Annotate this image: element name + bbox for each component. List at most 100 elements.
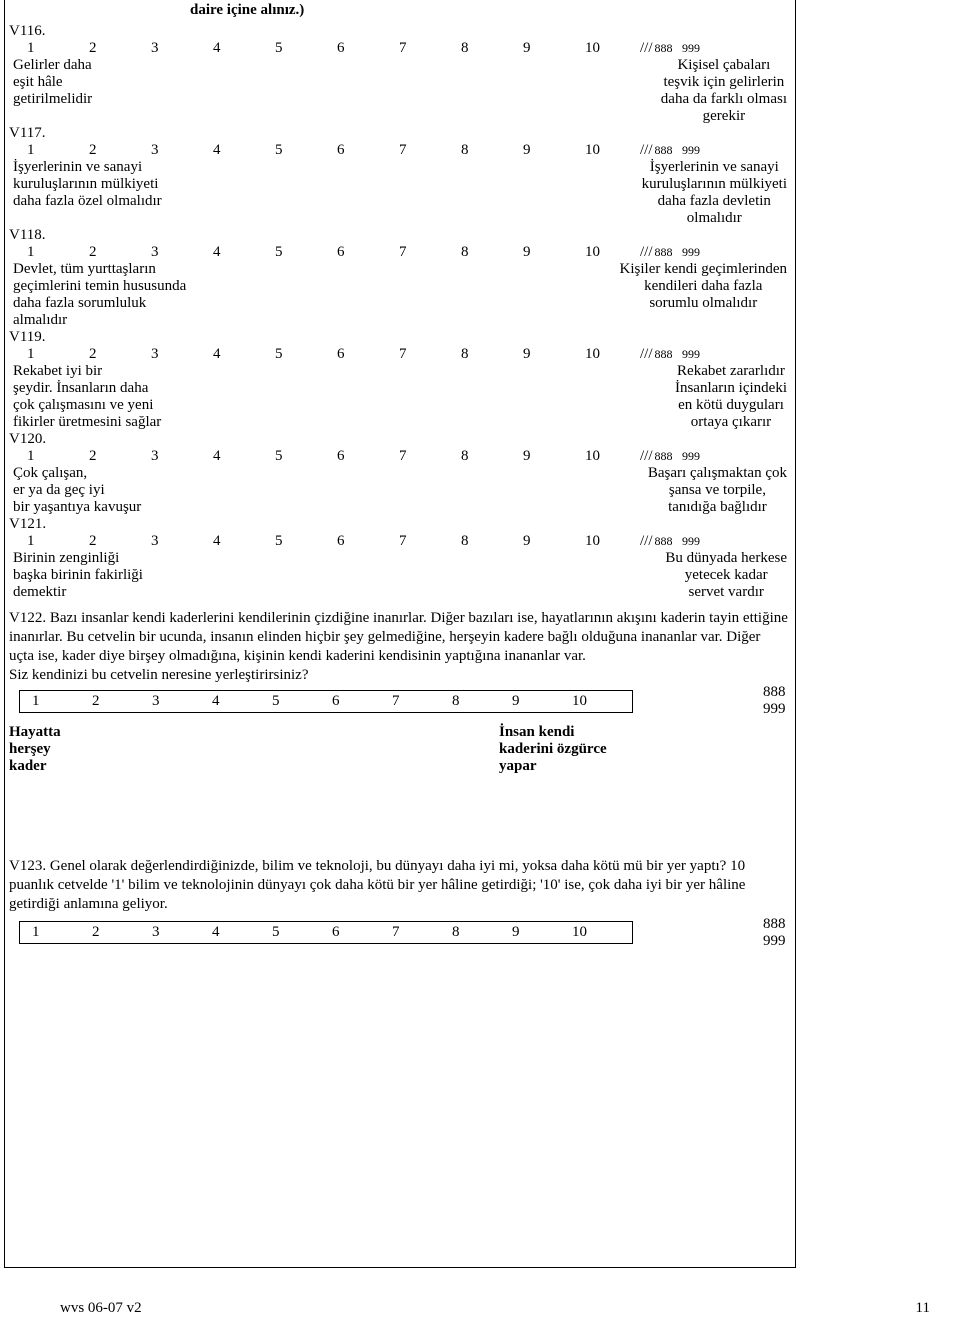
scale-num[interactable]: 1 [32, 924, 92, 941]
scale-num[interactable]: 1 [32, 693, 92, 710]
scale-num[interactable]: 5 [272, 924, 332, 941]
scale-num[interactable]: 8 [461, 244, 523, 261]
scale-num[interactable]: 7 [399, 533, 461, 550]
scale-num[interactable]: 6 [332, 693, 392, 710]
scale-num[interactable]: 10 [572, 693, 632, 710]
scale-num[interactable]: 3 [152, 693, 212, 710]
scale-num[interactable]: 2 [92, 693, 152, 710]
scale-num[interactable]: 2 [89, 448, 151, 465]
scale-num[interactable]: 3 [151, 533, 213, 550]
scale-num[interactable]: 4 [213, 533, 275, 550]
scale-num[interactable]: 5 [275, 40, 337, 57]
scale-num[interactable]: 8 [461, 142, 523, 159]
anchor-line: servet vardır [665, 584, 787, 601]
anchor-line: kuruluşlarının mülkiyeti [642, 176, 787, 193]
scale-num[interactable]: 10 [585, 533, 640, 550]
scale-num[interactable]: 1 [27, 244, 89, 261]
scale-num[interactable]: 6 [337, 244, 399, 261]
scale-num[interactable]: 9 [512, 693, 572, 710]
anchor-line: kaderini özgürce [499, 741, 607, 758]
scale-num[interactable]: 6 [337, 40, 399, 57]
anchor-line: şeydir. İnsanların daha [13, 380, 161, 397]
scale-num[interactable]: 10 [585, 244, 640, 261]
scale-num[interactable]: 6 [337, 533, 399, 550]
scale-num[interactable]: 9 [523, 346, 585, 363]
scale-num[interactable]: 5 [275, 142, 337, 159]
scale-num[interactable]: 9 [523, 533, 585, 550]
scale-num[interactable]: 1 [27, 142, 89, 159]
v122-paragraph: V122. Bazı insanlar kendi kaderlerini ke… [5, 601, 795, 667]
scale-row: 12345678910///888 999 [9, 142, 791, 159]
scale-num[interactable]: 7 [399, 448, 461, 465]
scale-num[interactable]: 6 [332, 924, 392, 941]
scale-num[interactable]: 4 [213, 346, 275, 363]
scale-num[interactable]: 4 [212, 924, 272, 941]
scale-num[interactable]: 3 [151, 142, 213, 159]
scale-num[interactable]: 3 [151, 448, 213, 465]
scale-num[interactable]: 5 [275, 346, 337, 363]
header-instruction: daire içine alınız.) [5, 0, 795, 23]
scale-num[interactable]: 4 [213, 448, 275, 465]
right-anchor: Kişisel çabalarıteşvik için gelirlerinda… [661, 57, 787, 125]
scale-num[interactable]: 10 [572, 924, 632, 941]
scale-num[interactable]: 4 [213, 40, 275, 57]
scale-num[interactable]: 10 [585, 346, 640, 363]
scale-num[interactable]: 5 [272, 693, 332, 710]
scale-num[interactable]: 8 [452, 924, 512, 941]
scale-num[interactable]: 2 [89, 533, 151, 550]
scale-num[interactable]: 2 [89, 346, 151, 363]
anchor-line: daha da farklı olması [661, 91, 787, 108]
scale-num[interactable]: 1 [27, 346, 89, 363]
question-code: V121. [9, 516, 791, 533]
scale-num[interactable]: 2 [92, 924, 152, 941]
scale-num[interactable]: 9 [523, 142, 585, 159]
scale-num[interactable]: 3 [151, 346, 213, 363]
left-anchor: Gelirler dahaeşit hâlegetirilmelidir [13, 57, 92, 125]
anchor-line: tanıdığa bağlıdır [648, 499, 787, 516]
scale-num[interactable]: 7 [392, 924, 452, 941]
scale-num[interactable]: 9 [523, 40, 585, 57]
scale-num[interactable]: 3 [151, 244, 213, 261]
missing-codes: 888 999 [633, 916, 795, 950]
scale-num[interactable]: 7 [399, 244, 461, 261]
scale-num[interactable]: 1 [27, 40, 89, 57]
anchors: Gelirler dahaeşit hâlegetirilmelidir Kiş… [9, 57, 791, 125]
scale-num[interactable]: 1 [27, 533, 89, 550]
missing-codes: 888 999 [633, 684, 795, 718]
scale-num[interactable]: 10 [585, 142, 640, 159]
scale-num[interactable]: 6 [337, 142, 399, 159]
scale-num[interactable]: 10 [585, 40, 640, 57]
scale-num[interactable]: 8 [461, 533, 523, 550]
scale-num[interactable]: 8 [452, 693, 512, 710]
v122-right-anchor: İnsan kendi kaderini özgürce yapar [269, 724, 607, 775]
scale-num[interactable]: 9 [523, 448, 585, 465]
scale-num[interactable]: 1 [27, 448, 89, 465]
scale-num[interactable]: 8 [461, 448, 523, 465]
scale-num[interactable]: 3 [151, 40, 213, 57]
scale-num[interactable]: 8 [461, 40, 523, 57]
scale-num[interactable]: 7 [399, 346, 461, 363]
scale-num[interactable]: 2 [89, 40, 151, 57]
scale-num[interactable]: 3 [152, 924, 212, 941]
scale-num[interactable]: 6 [337, 448, 399, 465]
scale-num[interactable]: 6 [337, 346, 399, 363]
scale-num[interactable]: 2 [89, 142, 151, 159]
scale-num[interactable]: 5 [275, 448, 337, 465]
scale-num[interactable]: 5 [275, 244, 337, 261]
scale-num[interactable]: 7 [399, 40, 461, 57]
scale-num[interactable]: 10 [585, 448, 640, 465]
missing-code: 888 [653, 347, 673, 362]
scale-num[interactable]: 4 [213, 244, 275, 261]
slashes: /// [640, 448, 653, 465]
question-block: V120.12345678910///888 999Çok çalışan,er… [5, 431, 795, 516]
scale-num[interactable]: 7 [392, 693, 452, 710]
left-anchor: Çok çalışan,er ya da geç iyibir yaşantıy… [13, 465, 141, 516]
scale-num[interactable]: 9 [523, 244, 585, 261]
scale-num[interactable]: 7 [399, 142, 461, 159]
scale-num[interactable]: 4 [212, 693, 272, 710]
scale-num[interactable]: 9 [512, 924, 572, 941]
scale-num[interactable]: 5 [275, 533, 337, 550]
scale-num[interactable]: 8 [461, 346, 523, 363]
scale-num[interactable]: 4 [213, 142, 275, 159]
scale-num[interactable]: 2 [89, 244, 151, 261]
